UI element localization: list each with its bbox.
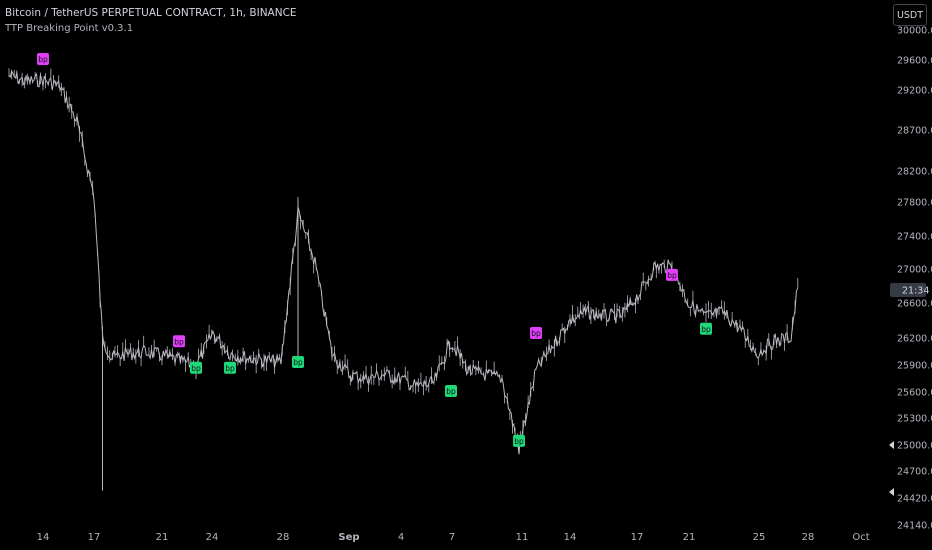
- price-line: [8, 69, 799, 455]
- plot-area: bp bp bp bp bp bp bp bp bp bp: [8, 53, 799, 491]
- bp-marker-box: [173, 335, 185, 348]
- bp-marker-label: bp: [514, 437, 524, 446]
- price-tick-label: 25900.0: [897, 361, 932, 372]
- time-tick-label: 28: [277, 532, 290, 543]
- time-tick-label: Sep: [338, 532, 359, 543]
- price-tick-label: 29600.0: [897, 56, 932, 67]
- price-axis[interactable]: 30000.0 29600.0 29200.0 28700.0 28200.0 27800…: [889, 26, 932, 532]
- scale-marker-icon: [889, 441, 894, 449]
- time-tick-label: 28: [802, 532, 815, 543]
- price-tick-label: 26200.0: [897, 334, 932, 345]
- time-tick-label: 14: [37, 532, 50, 543]
- price-tick-label: 25600.0: [897, 388, 932, 399]
- bp-marker-box: [700, 322, 712, 335]
- bp-marker-box: [224, 361, 236, 374]
- bp-marker[interactable]: bp: [700, 322, 712, 335]
- time-tick-label: 24: [206, 532, 219, 543]
- time-tick-label: 17: [88, 532, 101, 543]
- price-tick-label: 25000.0: [897, 441, 932, 452]
- time-tick-label: 11: [516, 532, 529, 543]
- bp-marker-box: [445, 385, 457, 398]
- price-tick-label: 28700.0: [897, 126, 932, 137]
- bp-marker-box: [666, 268, 678, 281]
- price-tick-label: 28200.0: [897, 167, 932, 178]
- bp-marker[interactable]: bp: [190, 361, 202, 374]
- time-tick-label: Oct: [852, 532, 869, 543]
- time-tick-label: 21: [683, 532, 696, 543]
- time-tick-label: 21: [156, 532, 169, 543]
- bp-marker[interactable]: bp: [292, 356, 304, 368]
- indicator-title[interactable]: TTP Breaking Point v0.3.1: [5, 23, 134, 34]
- price-tick-label: 26600.0: [897, 299, 932, 310]
- time-axis[interactable]: 14 17 21 24 28 Sep 4 7 11 14 17 21 25 28 Oct: [37, 532, 870, 543]
- bp-marker-label: bp: [38, 55, 48, 64]
- time-tick-label: 4: [398, 532, 404, 543]
- current-price-time-label: 21:34: [902, 286, 929, 297]
- price-tick-label: 29200.0: [897, 86, 932, 97]
- bp-marker-label: bp: [667, 271, 677, 280]
- time-tick-label: 14: [564, 532, 577, 543]
- bp-marker-label: bp: [531, 329, 541, 338]
- current-price-tag: 21:34: [890, 283, 929, 297]
- price-tick-label: 27400.0: [897, 232, 932, 243]
- bp-marker[interactable]: bp: [224, 361, 236, 374]
- scale-marker-icon: [889, 488, 894, 496]
- bp-marker-label: bp: [446, 387, 456, 396]
- bp-marker-box: [37, 53, 49, 66]
- bp-marker[interactable]: bp: [513, 434, 525, 447]
- bp-marker-box: [530, 326, 542, 339]
- bp-marker-label: bp: [191, 364, 201, 373]
- price-tick-label: 27800.0: [897, 198, 932, 209]
- price-tick-label: 24700.0: [897, 467, 932, 478]
- time-tick-label: 25: [753, 532, 766, 543]
- price-tick-label: 24140.0: [897, 521, 932, 532]
- time-tick-label: 17: [631, 532, 644, 543]
- time-tick-label: 7: [449, 532, 455, 543]
- bp-marker[interactable]: bp: [530, 326, 542, 339]
- bp-marker-label: bp: [174, 337, 184, 346]
- bp-marker[interactable]: bp: [445, 385, 457, 398]
- bp-marker-box: [292, 356, 304, 368]
- bp-marker[interactable]: bp: [666, 268, 678, 281]
- symbol-title: Bitcoin / TetherUS PERPETUAL CONTRACT, 1…: [5, 7, 297, 19]
- price-tick-label: 24420.0: [897, 494, 932, 505]
- bp-marker-label: bp: [293, 358, 303, 367]
- bp-marker-box: [513, 434, 525, 447]
- bp-marker[interactable]: bp: [37, 53, 49, 66]
- price-tick-label: 27000.0: [897, 265, 932, 276]
- bp-marker-label: bp: [225, 364, 235, 373]
- bp-marker[interactable]: bp: [173, 335, 185, 348]
- current-price-tag-bg: [890, 283, 926, 297]
- price-tick-label: 30000.0: [897, 26, 932, 37]
- currency-button[interactable]: USDT: [893, 4, 927, 26]
- bp-marker-box: [190, 361, 202, 374]
- bp-marker-label: bp: [701, 325, 711, 334]
- price-tick-label: 25300.0: [897, 414, 932, 425]
